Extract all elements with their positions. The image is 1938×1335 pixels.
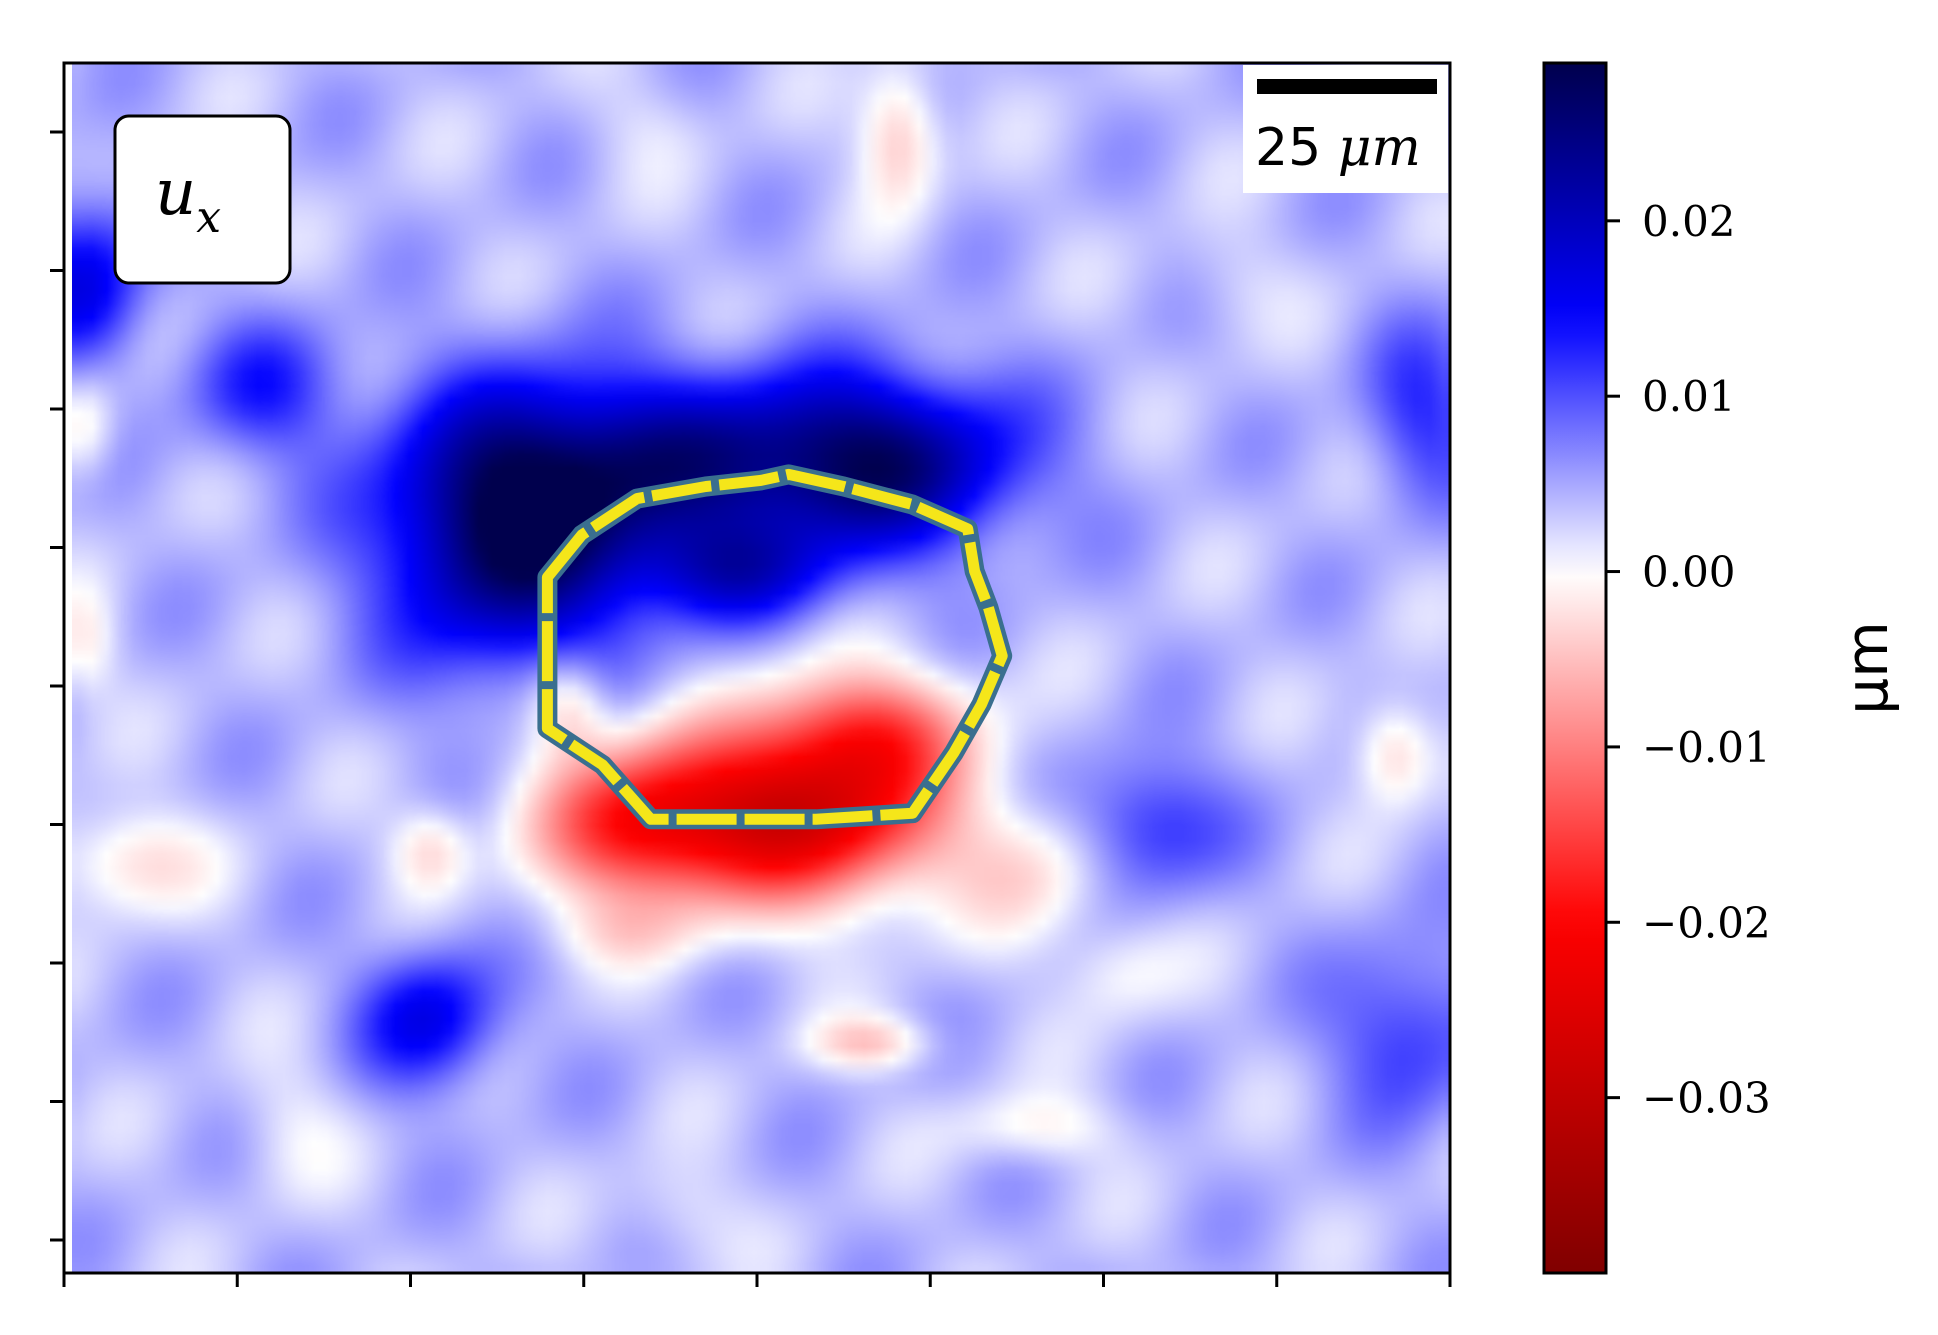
heatmap-plot-area	[72, 63, 1450, 1273]
field-label-subscript: x	[196, 192, 221, 243]
colorbar-tick-label: −0.03	[1642, 1074, 1771, 1123]
scale-bar: 25 μm	[1243, 65, 1448, 193]
field-label-box: ux	[113, 114, 292, 285]
colorbar-tick-label: −0.02	[1642, 898, 1771, 947]
colorbar-ticks: 0.02 0.01 0.00 −0.01 −0.02 −0.03	[1606, 197, 1771, 1123]
field-label-main: u	[155, 156, 196, 230]
scale-bar-value: 25	[1255, 118, 1321, 178]
x-axis-ticks	[62, 1273, 1452, 1287]
heatmap-image	[72, 63, 1450, 1273]
colorbar-label: μm	[1833, 621, 1901, 714]
svg-text:25 μm: 25 μm	[1255, 118, 1421, 178]
colorbar-tick-label: 0.01	[1642, 372, 1736, 421]
scale-bar-unit: μm	[1338, 118, 1421, 178]
y-axis-ticks	[50, 130, 64, 1242]
scale-bar-line	[1257, 79, 1437, 94]
colorbar	[1542, 61, 1608, 1275]
colorbar-tick-label: −0.01	[1642, 723, 1771, 772]
contour-outline	[541, 468, 1008, 825]
colorbar-tick-label: 0.02	[1642, 197, 1736, 246]
colorbar-tick-label: 0.00	[1642, 548, 1736, 597]
svg-text:ux: ux	[155, 156, 221, 243]
